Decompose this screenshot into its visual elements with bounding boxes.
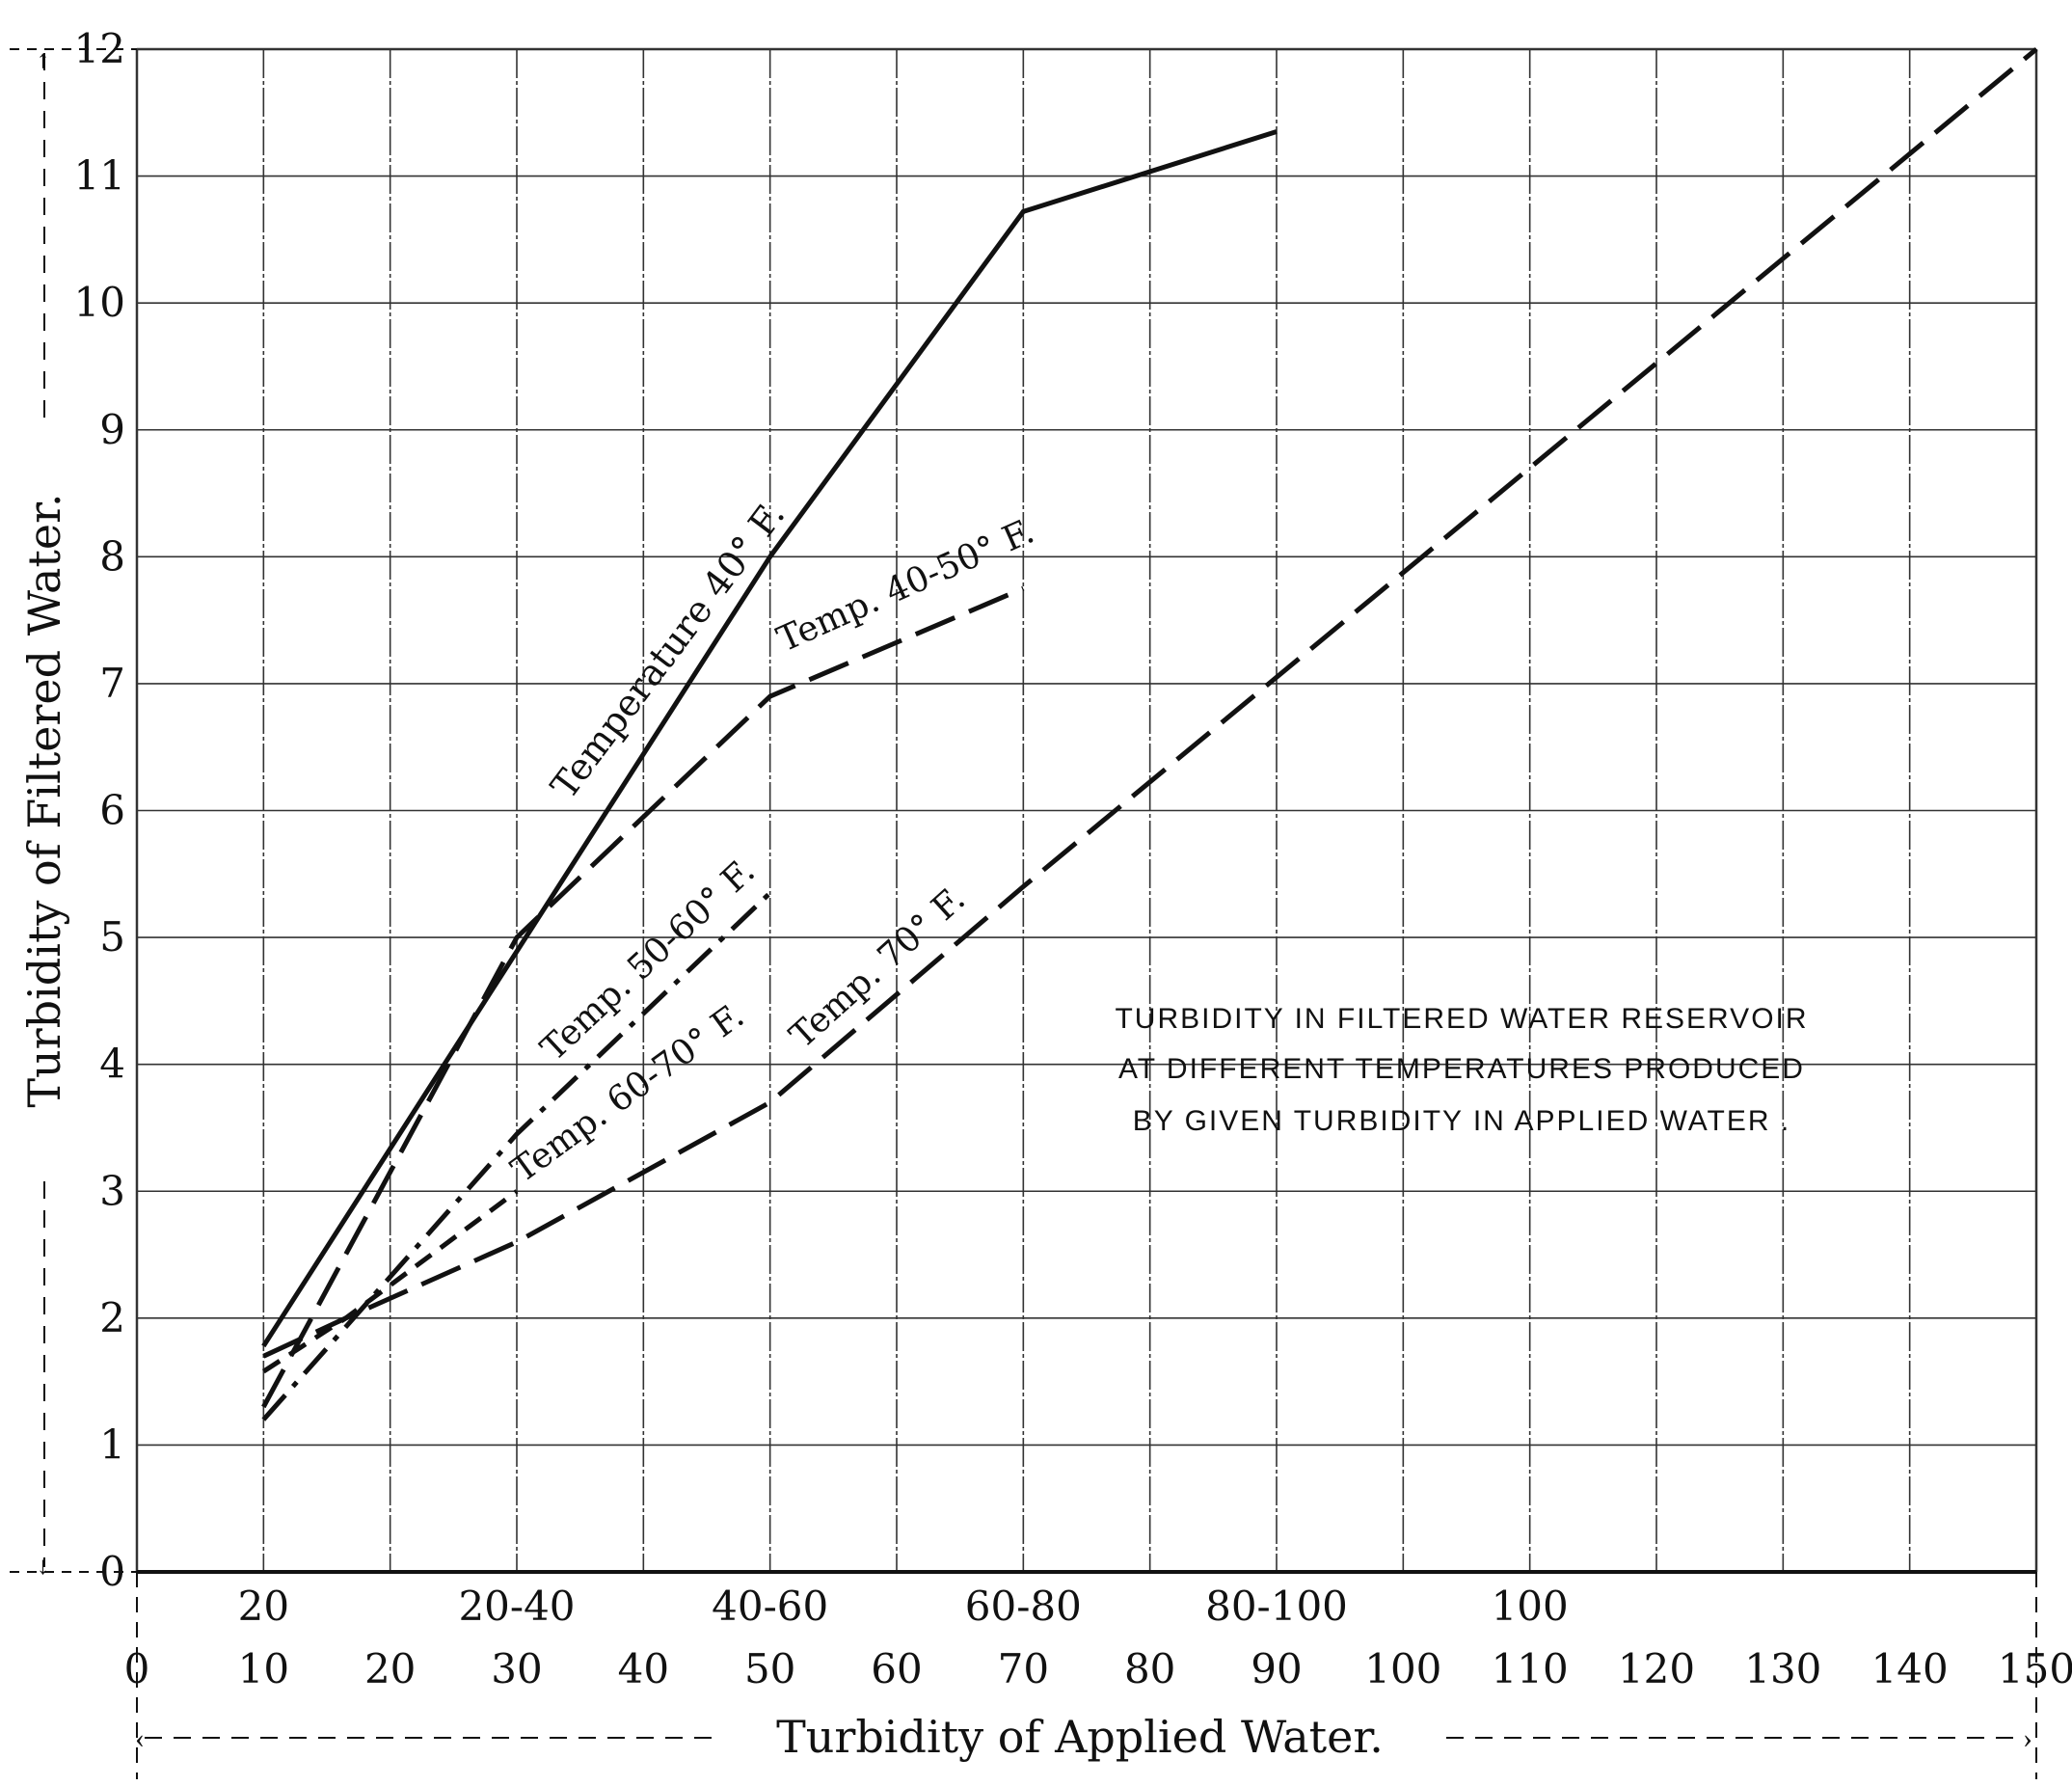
series-label-60-70: Temp. 60-70° F. bbox=[504, 996, 751, 1191]
secondary-x-tick-label: 100 bbox=[1492, 1583, 1569, 1630]
y-tick-label: 10 bbox=[74, 279, 125, 326]
x-axis-title-group: Turbidity of Applied Water. ‹ › bbox=[135, 1707, 2032, 1765]
y-axis-title: Turbidity of Filtered Water. bbox=[18, 493, 70, 1107]
y-tick-label: 0 bbox=[99, 1548, 125, 1595]
annotation-line-1: TURBIDITY IN FILTERED WATER RESERVOIR bbox=[1115, 1003, 1808, 1035]
x-tick-label: 120 bbox=[1618, 1645, 1695, 1692]
x-tick-label: 0 bbox=[124, 1645, 150, 1692]
series-line-4 bbox=[262, 47, 2038, 1359]
y-tick-label: 12 bbox=[74, 25, 125, 72]
x-tick-label: 80 bbox=[1124, 1645, 1175, 1692]
x-tick-label: 110 bbox=[1492, 1645, 1569, 1692]
y-tick-label: 5 bbox=[99, 913, 125, 961]
secondary-x-tick-label: 60-80 bbox=[965, 1583, 1082, 1630]
y-tick-label: 8 bbox=[99, 532, 125, 580]
x-tick-label: 150 bbox=[1998, 1645, 2072, 1692]
series-line-0 bbox=[261, 129, 1278, 1348]
y-title-bg bbox=[17, 424, 73, 1177]
tick-labels: 0 10 20 30 40 50 60 70 80 90 100 110 120 130 140 150012… bbox=[74, 25, 2072, 1692]
x-tick-label: 130 bbox=[1744, 1645, 1821, 1692]
y-tick-label: 2 bbox=[99, 1294, 125, 1341]
grid bbox=[10, 47, 2038, 1779]
y-arrow-up-icon: ↑ bbox=[37, 45, 49, 73]
y-tick-label: 6 bbox=[99, 787, 125, 834]
x-tick-label: 90 bbox=[1251, 1645, 1302, 1692]
x-tick-label: 10 bbox=[238, 1645, 289, 1692]
secondary-x-tick-label: 40-60 bbox=[712, 1583, 828, 1630]
y-tick-label: 4 bbox=[99, 1041, 125, 1088]
y-tick-label: 11 bbox=[74, 152, 125, 200]
series-label-40: Temperature 40° F. bbox=[543, 494, 794, 806]
y-axis-title-group: Turbidity of Filtered Water. ↑ ↓ bbox=[17, 45, 73, 1580]
x-title-bg bbox=[713, 1707, 1446, 1765]
x-tick-label: 40 bbox=[618, 1645, 669, 1692]
series-label-40-50: Temp. 40-50° F. bbox=[771, 511, 1040, 660]
series-label-70: Temp. 70° F. bbox=[783, 879, 973, 1056]
annotation: TURBIDITY IN FILTERED WATER RESERVOIR AT… bbox=[1115, 1003, 1808, 1137]
series-line-2 bbox=[261, 891, 772, 1421]
secondary-x-tick-label: 80-100 bbox=[1205, 1583, 1348, 1630]
x-axis-title: Turbidity of Applied Water. bbox=[776, 1711, 1384, 1763]
x-tick-label: 50 bbox=[744, 1645, 795, 1692]
x-tick-label: 60 bbox=[871, 1645, 922, 1692]
x-tick-label: 100 bbox=[1364, 1645, 1441, 1692]
x-arrow-right-icon: › bbox=[2023, 1722, 2032, 1754]
x-tick-label: 70 bbox=[998, 1645, 1049, 1692]
secondary-x-tick-label: 20 bbox=[238, 1583, 289, 1630]
y-tick-label: 3 bbox=[99, 1167, 125, 1214]
x-tick-label: 20 bbox=[364, 1645, 416, 1692]
annotation-line-3: BY GIVEN TURBIDITY IN APPLIED WATER . bbox=[1133, 1105, 1790, 1137]
secondary-x-tick-label: 20-40 bbox=[458, 1583, 575, 1630]
y-arrow-down-icon: ↓ bbox=[37, 1552, 49, 1580]
series-lines bbox=[261, 47, 2038, 1421]
annotation-line-2: AT DIFFERENT TEMPERATURES PRODUCED bbox=[1118, 1053, 1805, 1085]
y-tick-label: 1 bbox=[99, 1421, 125, 1468]
x-tick-label: 30 bbox=[491, 1645, 542, 1692]
x-tick-label: 140 bbox=[1871, 1645, 1949, 1692]
y-tick-label: 7 bbox=[99, 660, 125, 707]
y-tick-label: 9 bbox=[99, 406, 125, 453]
series-line-1 bbox=[261, 585, 1025, 1409]
x-arrow-left-icon: ‹ bbox=[135, 1722, 145, 1754]
